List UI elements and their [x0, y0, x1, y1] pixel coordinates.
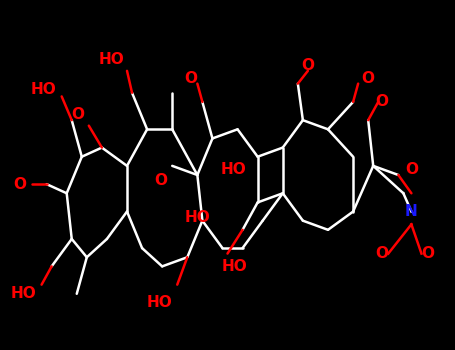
Text: HO: HO	[222, 259, 248, 274]
Text: O: O	[14, 177, 26, 192]
Text: O: O	[421, 246, 435, 261]
Text: O: O	[184, 71, 197, 86]
Text: HO: HO	[31, 82, 57, 97]
Text: O: O	[375, 94, 388, 110]
Text: O: O	[71, 107, 84, 122]
Text: O: O	[405, 162, 419, 177]
Text: HO: HO	[185, 210, 210, 225]
Text: HO: HO	[98, 52, 124, 67]
Text: O: O	[301, 58, 314, 73]
Text: O: O	[361, 71, 374, 86]
Text: O: O	[154, 173, 167, 188]
Text: HO: HO	[11, 286, 36, 301]
Text: O: O	[375, 246, 388, 261]
Text: HO: HO	[147, 295, 172, 310]
Text: HO: HO	[221, 162, 246, 177]
Text: N: N	[405, 204, 418, 219]
